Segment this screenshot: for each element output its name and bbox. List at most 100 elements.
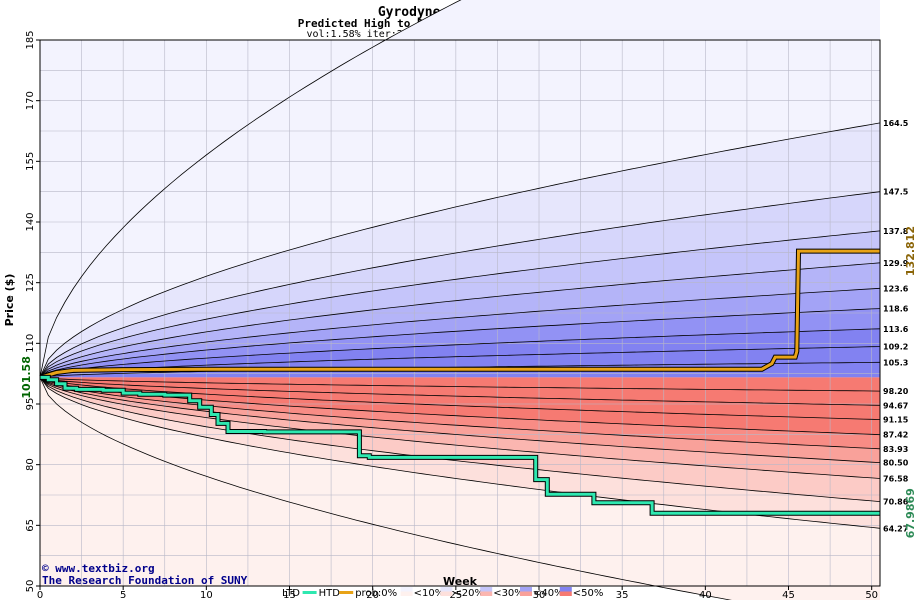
end-label-high: 164.5 — [883, 119, 909, 128]
legend-prob-label: prob:0% — [355, 588, 397, 599]
end-label-high: 147.5 — [883, 188, 909, 197]
quantile-line-low — [39, 377, 881, 463]
blue-band — [40, 262, 880, 378]
credit-org: The Research Foundation of SUNY — [42, 574, 248, 587]
blue-band — [40, 0, 880, 378]
quantile-line-high — [39, 287, 881, 378]
legend-htd-swatch — [339, 591, 354, 594]
quantile-line-high — [39, 0, 462, 378]
red-band — [40, 377, 880, 406]
end-label-low: 98.20 — [883, 387, 909, 396]
end-label-low: 64.27 — [883, 524, 908, 533]
x-tick-label: 5 — [120, 590, 126, 600]
end-label-high: 113.6 — [883, 325, 909, 334]
credit-url: www.textbiz.org — [55, 562, 154, 575]
blue-band — [40, 122, 880, 378]
red-band — [40, 377, 880, 463]
end-label-high: 118.6 — [883, 305, 909, 314]
quantile-line-high — [39, 191, 881, 378]
end-label-high: 129.9 — [883, 259, 909, 268]
quantile-line-high — [39, 328, 881, 378]
legend-swatch-blue — [400, 587, 413, 592]
htd-final-label: 132.812 — [904, 226, 917, 276]
credit-copyright: © www.textbiz.org — [42, 562, 155, 575]
quantile-line-low — [39, 377, 881, 392]
legend-ltd-label: LTD — [282, 588, 300, 599]
y-tick-label: 125 — [25, 273, 36, 292]
end-label-low: 76.58 — [883, 474, 909, 483]
legend-swatch-red — [440, 591, 453, 596]
x-tick-label: 50 — [865, 590, 878, 600]
y-axis-label: Price ($) — [3, 274, 16, 327]
plot-frame — [39, 39, 881, 587]
quantile-line-low — [39, 377, 732, 600]
legend-prob-label: <50% — [573, 588, 604, 599]
end-label-low: 87.42 — [883, 431, 908, 440]
y-tick-label: 185 — [25, 30, 36, 49]
end-label-high: 109.2 — [883, 343, 908, 352]
legend-prob-label: <30% — [493, 588, 524, 599]
copyright-icon: © — [42, 562, 55, 575]
legend-prob-label: <20% — [453, 588, 484, 599]
legend-swatch-red — [400, 591, 413, 596]
y-tick-label: 65 — [25, 519, 36, 532]
ltd-line — [40, 375, 880, 515]
x-tick-label: 0 — [37, 590, 43, 600]
x-tick-label: 45 — [782, 590, 795, 600]
x-tick-label: 20 — [366, 590, 379, 600]
blue-band — [40, 191, 880, 378]
quantile-line-low — [39, 377, 881, 406]
x-tick-label: 40 — [699, 590, 712, 600]
y-tick-label: 80 — [25, 458, 36, 471]
blue-band — [40, 230, 880, 378]
legend-swatch-red — [480, 591, 493, 596]
axes: 50 65 80 95 110 125 140 155 170 185 0 5 10 15 20 25 30 35… — [25, 30, 881, 600]
quantile-line-low — [39, 377, 881, 436]
red-band — [40, 377, 880, 479]
blue-band — [40, 308, 880, 378]
series — [39, 248, 880, 516]
quantile-lines — [39, 0, 881, 600]
legend-prob-label: <10% — [414, 588, 445, 599]
x-tick-label: 35 — [616, 590, 629, 600]
legend-swatch-blue — [520, 587, 532, 592]
legend-swatch-blue — [440, 587, 453, 592]
end-label-low: 94.67 — [883, 401, 908, 410]
y-tick-label: 50 — [25, 580, 36, 593]
x-tick-label: 30 — [533, 590, 546, 600]
probability-bands — [40, 0, 880, 600]
end-label-low: 70.86 — [883, 498, 909, 507]
legend-swatch-blue — [480, 587, 493, 592]
ltd-final-label: 67.9869 — [904, 488, 917, 538]
end-label-low: 80.50 — [883, 459, 909, 468]
red-band — [40, 377, 880, 420]
y-tick-label: 95 — [25, 398, 36, 411]
start-price-label: 101.58 — [20, 356, 33, 398]
legend-ltd-swatch — [302, 591, 317, 594]
x-tick-label: 25 — [449, 590, 462, 600]
blue-band — [40, 328, 880, 378]
quantile-line-high — [39, 262, 881, 378]
red-band — [40, 377, 880, 502]
x-axis-label: Week — [443, 575, 478, 588]
legend-htd-label: HTD — [319, 588, 341, 599]
red-band — [40, 377, 880, 449]
legend-swatch-red — [520, 591, 532, 596]
legend-prob-label: <40% — [533, 588, 564, 599]
y-tick-label: 140 — [25, 212, 36, 231]
end-labels: 164.5 147.5 137.8 129.9 123.6 118.6 113.6 109.2… — [20, 119, 917, 538]
quantile-line-high — [39, 308, 881, 378]
end-label-high: 137.8 — [883, 227, 909, 236]
x-tick-label: 15 — [283, 590, 296, 600]
quantile-line-high — [39, 346, 881, 378]
x-tick-label: 10 — [200, 590, 213, 600]
red-band — [40, 377, 880, 392]
quantile-line-high — [39, 230, 881, 378]
y-tick-label: 155 — [25, 152, 36, 171]
y-tick-label: 170 — [25, 91, 36, 110]
red-band — [40, 377, 880, 529]
end-label-high: 105.3 — [883, 358, 908, 367]
quantile-line-low — [39, 377, 881, 479]
htd-line — [39, 249, 880, 379]
